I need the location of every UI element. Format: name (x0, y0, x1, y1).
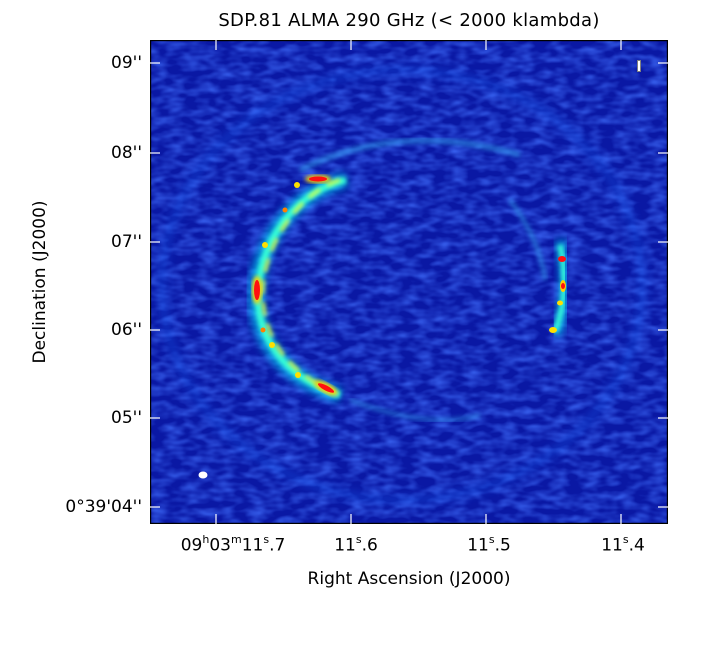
x-ticks (215, 40, 622, 524)
xtick-label: 11s.5 (467, 533, 511, 556)
xtick-label: 09h03m11s.7 (180, 533, 286, 556)
ytick-label: 06'' (111, 320, 142, 340)
ytick-label: 07'' (111, 232, 142, 252)
beam-ellipse (198, 471, 208, 479)
noise-speckle (150, 40, 668, 524)
xtick-label: 11s.4 (601, 533, 645, 556)
plot-frame (150, 40, 668, 524)
x-axis-label: Right Ascension (J2000) (307, 569, 511, 589)
y-ticks (150, 62, 668, 508)
ytick-label: 05'' (111, 408, 142, 428)
ytick-label: 09'' (111, 53, 142, 73)
y-axis-label: Declination (J2000) (30, 200, 50, 364)
plot-title: SDP.81 ALMA 290 GHz (< 2000 klambda) (218, 10, 600, 31)
xtick-label: 11s.6 (334, 533, 378, 556)
faint-arc-bottom (349, 397, 481, 423)
faint-arc-right (507, 198, 548, 281)
faint-arc-top (298, 137, 521, 173)
alma-image (150, 40, 668, 524)
main-arc-knots (252, 175, 338, 396)
ytick-label: 0°39'04'' (65, 497, 142, 517)
scale-marker (637, 60, 641, 72)
right-arc-knots (549, 256, 566, 333)
ytick-label: 08'' (111, 143, 142, 163)
